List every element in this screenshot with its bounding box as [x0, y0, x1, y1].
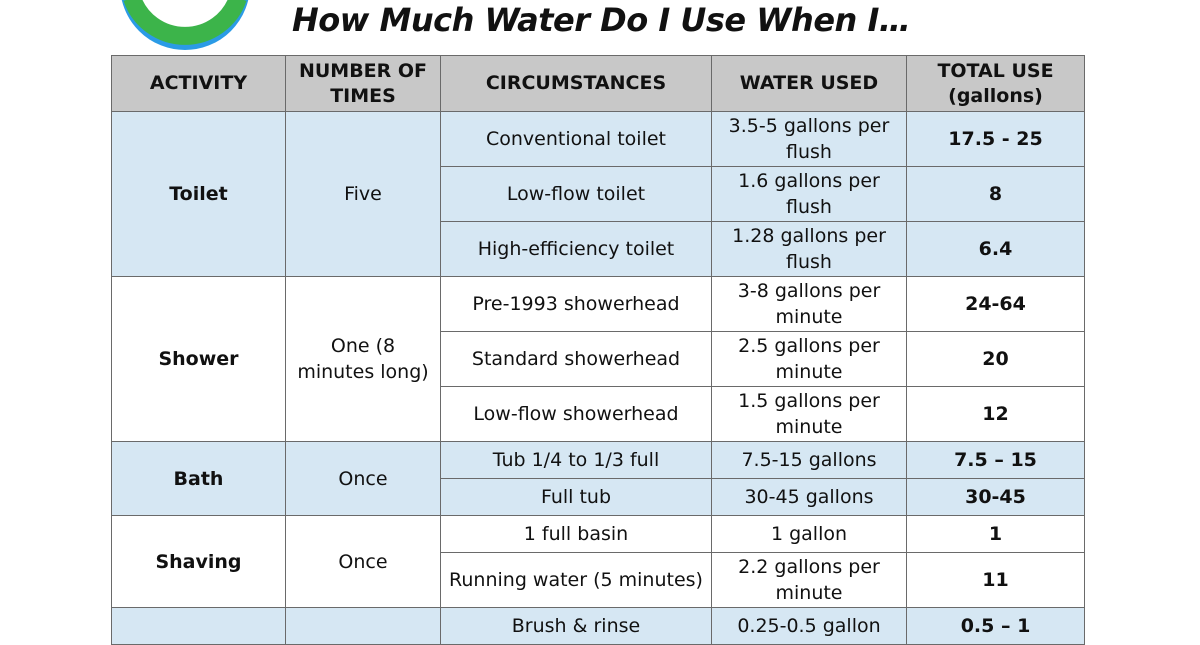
times-partial — [285, 607, 441, 645]
times-shaving: Once — [285, 515, 441, 608]
table-row: Standard showerhead 2.5 gallons per minu… — [112, 331, 1085, 387]
water-used-cell: 0.25-0.5 gallon — [711, 607, 907, 645]
circumstance-cell: Low-flow showerhead — [440, 386, 712, 442]
water-usage-table: ACTIVITY NUMBER OF TIMES CIRCUMSTANCES W… — [111, 55, 1085, 645]
water-used-cell: 2.5 gallons per minute — [711, 331, 907, 387]
header-total-use: TOTAL USE (gallons) — [906, 55, 1085, 112]
times-bath: Once — [285, 441, 441, 516]
water-drop-circle-logo — [121, 0, 249, 50]
logo-center — [159, 0, 211, 15]
circumstance-cell: Full tub — [440, 478, 712, 516]
table-row: High-efficiency toilet 1.28 gallons per … — [112, 221, 1085, 277]
circumstance-cell: Pre-1993 showerhead — [440, 276, 712, 332]
water-used-cell: 1.6 gallons per flush — [711, 166, 907, 222]
total-use-cell: 24-64 — [906, 276, 1085, 332]
circumstance-cell: Running water (5 minutes) — [440, 552, 712, 608]
total-use-cell: 8 — [906, 166, 1085, 222]
table-row: Bath Once Tub 1/4 to 1/3 full 7.5-15 gal… — [111, 441, 1085, 516]
page-title: How Much Water Do I Use When I… — [292, 1, 911, 39]
circumstance-cell: Conventional toilet — [440, 111, 712, 167]
total-use-cell: 11 — [906, 552, 1085, 608]
times-shower: One (8 minutes long) — [285, 276, 441, 442]
circumstance-cell: Standard showerhead — [440, 331, 712, 387]
water-used-cell: 2.2 gallons per minute — [711, 552, 907, 608]
water-used-cell: 7.5-15 gallons — [711, 441, 907, 479]
total-use-cell: 0.5 – 1 — [906, 607, 1085, 645]
circumstance-cell: Brush & rinse — [440, 607, 712, 645]
activity-shaving: Shaving — [111, 515, 286, 608]
activity-partial — [111, 607, 286, 645]
water-used-cell: 3-8 gallons per minute — [711, 276, 907, 332]
water-used-cell: 3.5-5 gallons per flush — [711, 111, 907, 167]
activity-toilet: Toilet — [111, 111, 286, 277]
table-row: Shower One (8 minutes long) Pre-1993 sho… — [111, 276, 1085, 442]
header-activity: ACTIVITY — [111, 55, 286, 112]
header-number-of-times: NUMBER OF TIMES — [285, 55, 441, 112]
activity-bath: Bath — [111, 441, 286, 516]
total-use-cell: 6.4 — [906, 221, 1085, 277]
total-use-cell: 17.5 - 25 — [906, 111, 1085, 167]
circumstance-cell: High-efficiency toilet — [440, 221, 712, 277]
circumstance-cell: Low-flow toilet — [440, 166, 712, 222]
table-row: Brush & rinse 0.25-0.5 gallon 0.5 – 1 — [111, 607, 1085, 645]
total-use-cell: 7.5 – 15 — [906, 441, 1085, 479]
times-toilet: Five — [285, 111, 441, 277]
water-used-cell: 1.28 gallons per flush — [711, 221, 907, 277]
table-row: Shaving Once 1 full basin 1 gallon 1 — [111, 515, 1085, 608]
water-used-cell: 1.5 gallons per minute — [711, 386, 907, 442]
table-row: Running water (5 minutes) 2.2 gallons pe… — [112, 552, 1085, 608]
circumstance-cell: Tub 1/4 to 1/3 full — [440, 441, 712, 479]
total-use-cell: 12 — [906, 386, 1085, 442]
water-used-cell: 30-45 gallons — [711, 478, 907, 516]
table-header-row: ACTIVITY NUMBER OF TIMES CIRCUMSTANCES W… — [111, 55, 1085, 112]
header-water-used: WATER USED — [711, 55, 907, 112]
activity-shower: Shower — [111, 276, 286, 442]
total-use-cell: 30-45 — [906, 478, 1085, 516]
total-use-cell: 1 — [906, 515, 1085, 553]
header-circumstances: CIRCUMSTANCES — [440, 55, 712, 112]
logo-green-arc — [123, 0, 247, 45]
table-row: Toilet Five Conventional toilet 3.5-5 ga… — [111, 111, 1085, 277]
total-use-cell: 20 — [906, 331, 1085, 387]
circumstance-cell: 1 full basin — [440, 515, 712, 553]
table-row: Low-flow showerhead 1.5 gallons per minu… — [112, 386, 1085, 442]
water-used-cell: 1 gallon — [711, 515, 907, 553]
